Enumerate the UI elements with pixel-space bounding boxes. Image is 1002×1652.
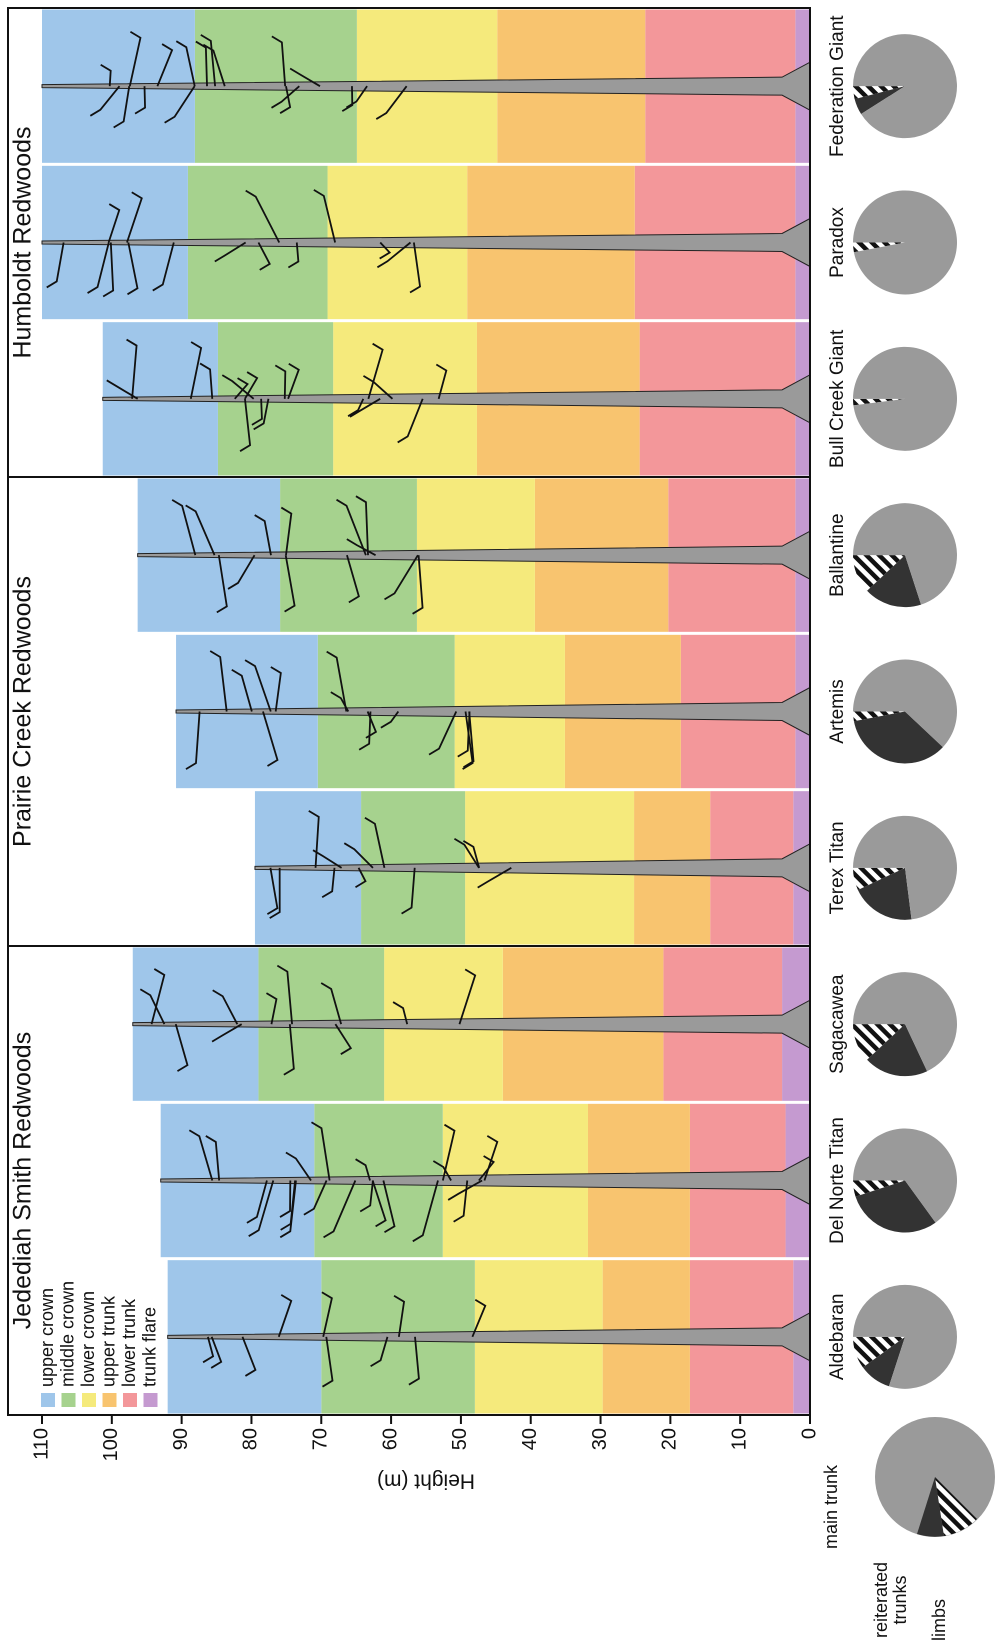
y-tick-label: 40	[519, 1428, 541, 1450]
x-tick-label: Bull Creek Giant	[827, 329, 848, 468]
legend-label: upper trunk	[98, 1295, 118, 1387]
y-axis-label: Height (m)	[377, 1469, 475, 1492]
legend-swatch	[62, 1393, 76, 1407]
pie-key	[875, 1417, 995, 1537]
group-title: Jedediah Smith Redwoods	[9, 1032, 37, 1329]
legend-label: trunk flare	[139, 1307, 159, 1387]
pie-key-label: reiteratedtrunks	[871, 1562, 910, 1638]
legend-label: lower crown	[78, 1291, 98, 1387]
group-title: Humboldt Redwoods	[9, 126, 37, 358]
x-tick-label: Ballantine	[827, 513, 848, 596]
y-tick-label: 50	[449, 1428, 471, 1450]
y-tick-label: 60	[379, 1428, 401, 1450]
x-tick-label: Sagacawea	[827, 974, 848, 1074]
y-tick-label: 100	[100, 1428, 122, 1461]
pie-key-label: limbs	[929, 1599, 949, 1641]
y-tick-label: 10	[728, 1428, 750, 1450]
legend-swatch	[123, 1393, 137, 1407]
legend-swatch	[103, 1393, 117, 1407]
legend-swatch	[41, 1393, 55, 1407]
y-tick-label: 0	[798, 1428, 820, 1439]
page: Jedediah Smith Redwoods Prairie Creek Red…	[0, 0, 1002, 1652]
legend-label: middle crown	[57, 1281, 77, 1387]
x-tick-label: Paradox	[827, 207, 848, 278]
group-title: Prairie Creek Redwoods	[9, 576, 37, 847]
x-tick-label: Aldebaran	[827, 1294, 848, 1381]
legend-label: upper crown	[37, 1288, 57, 1387]
x-tick-label: Terex Titan	[827, 821, 848, 914]
pie-wedge	[853, 190, 957, 294]
x-tick-label: Federation Giant	[827, 15, 848, 157]
x-tick-label: Del Norte Titan	[827, 1117, 848, 1244]
pie-key-label-line: reiterated	[871, 1562, 891, 1638]
y-tick-label: 110	[30, 1428, 52, 1460]
y-tick-label: 90	[170, 1428, 192, 1450]
y-tick-label: 30	[589, 1428, 611, 1450]
plot-area: Jedediah Smith Redwoods Prairie Creek Red…	[8, 8, 957, 1492]
rotated-figure: Jedediah Smith Redwoods Prairie Creek Red…	[8, 8, 995, 1641]
y-tick-label: 20	[659, 1428, 681, 1450]
legend-label: lower trunk	[119, 1298, 139, 1387]
x-tick-label: Artemis	[827, 679, 848, 743]
pie-key-label-line: trunks	[890, 1575, 910, 1624]
y-tick-label: 80	[240, 1428, 262, 1450]
legend-swatch	[82, 1393, 96, 1407]
legend-swatch	[144, 1393, 158, 1407]
y-tick-label: 70	[310, 1428, 332, 1450]
figure: Jedediah Smith Redwoods Prairie Creek Red…	[0, 0, 1002, 1652]
pie-key-label: main trunk	[821, 1464, 841, 1549]
